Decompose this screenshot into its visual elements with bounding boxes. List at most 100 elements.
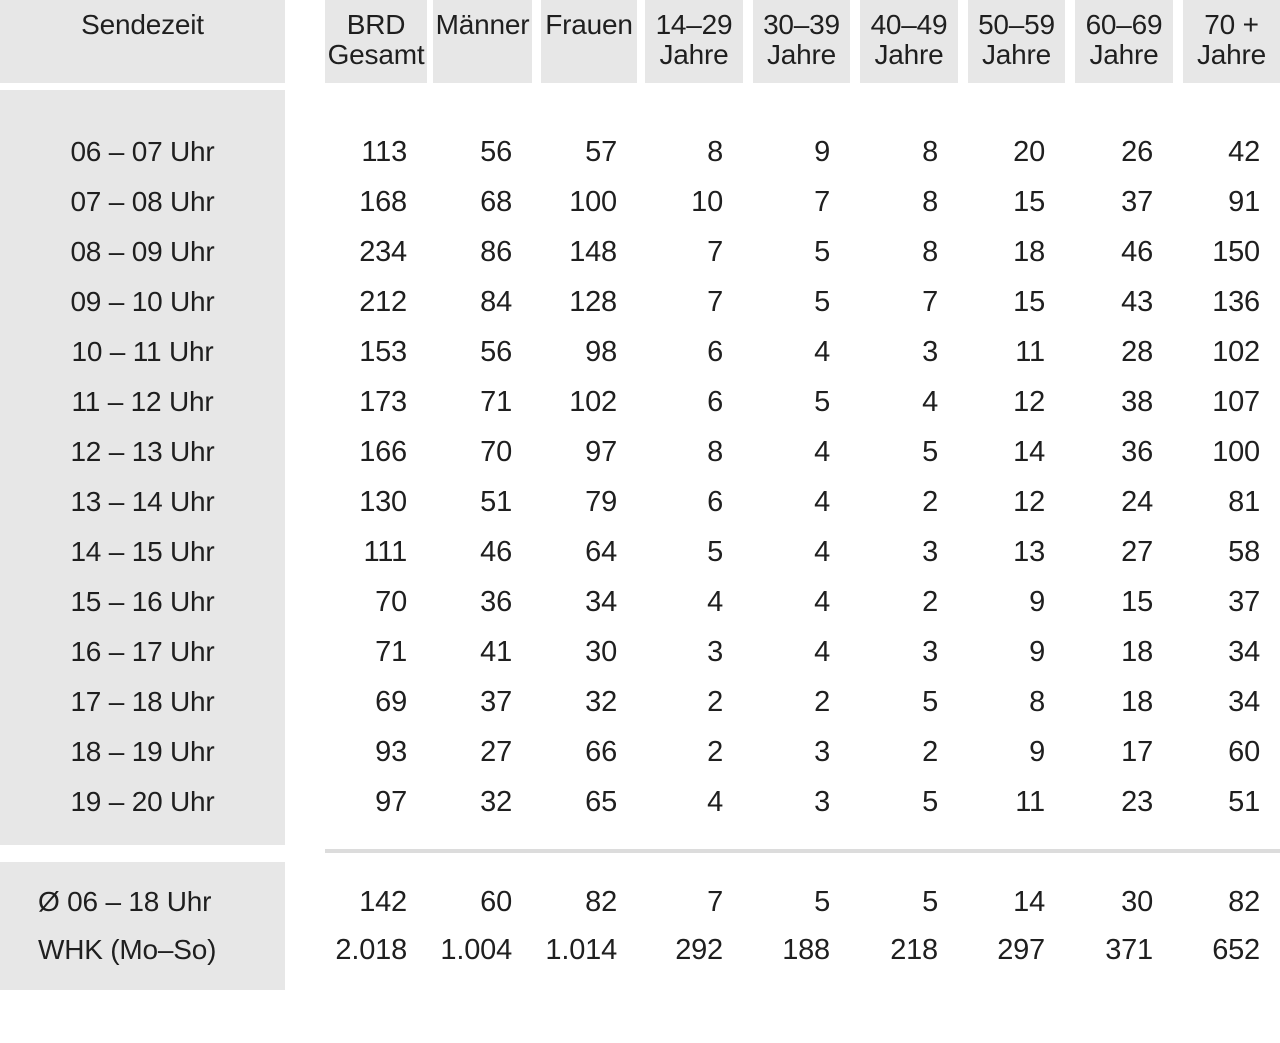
cell-value: 98 [585,335,617,368]
cell-value: 5 [814,285,830,318]
column-header-line1: 70 + [1204,9,1259,40]
cell-value: 64 [585,535,617,568]
cell-value: 7 [707,885,723,918]
cell-value: 12 [1013,485,1045,518]
row-label-band [0,90,285,845]
cell-value: 37 [1121,185,1153,218]
cell-value: 51 [1228,785,1260,818]
cell-value: 212 [359,285,407,318]
cell-value: 2 [922,585,938,618]
column-header-line1: BRD [346,9,406,40]
cell-value: 5 [814,385,830,418]
cell-value: 14 [1013,435,1045,468]
cell-value: 128 [569,285,617,318]
column-header-line2: Jahre [1196,39,1267,70]
cell-value: 43 [1121,285,1153,318]
cell-value: 57 [585,135,617,168]
cell-value: 4 [814,435,830,468]
row-label: 16 – 17 Uhr [70,636,215,667]
cell-value: 218 [890,933,938,966]
cell-value: 3 [707,635,723,668]
cell-value: 8 [707,135,723,168]
cell-value: 34 [585,585,617,618]
column-header-line1: 60–69 [1085,9,1163,40]
row-label: WHK (Mo–So) [38,934,217,965]
row-label: 08 – 09 Uhr [70,236,215,267]
cell-value: 70 [480,435,512,468]
cell-value: 150 [1212,235,1260,268]
cell-value: 32 [480,785,512,818]
column-header-line1: Frauen [545,9,633,40]
cell-value: 15 [1013,285,1045,318]
cell-value: 7 [814,185,830,218]
cell-value: 102 [569,385,617,418]
cell-value: 8 [707,435,723,468]
column-header-line2: Jahre [981,39,1052,70]
table-row: WHK (Mo–So) 2.018 1.004 1.014 292 188 218 297 3… [0,926,1280,974]
cell-value: 18 [1121,635,1153,668]
column-header-line2: Jahre [1089,39,1159,70]
table-row: 07 – 08 Uhr 168 68 100 10 7 8 15 37 91 [0,177,1280,227]
row-label: 06 – 07 Uhr [70,136,215,167]
cell-value: 14 [1013,885,1045,918]
cell-value: 3 [814,735,830,768]
cell-value: 38 [1121,385,1153,418]
table-row: 06 – 07 Uhr 113 56 57 8 9 8 20 26 42 [0,127,1280,177]
cell-value: 1.004 [440,933,512,966]
table-row: 13 – 14 Uhr 130 51 79 6 4 2 12 24 81 [0,477,1280,527]
cell-value: 2 [707,735,723,768]
cell-value: 42 [1228,135,1260,168]
cell-value: 18 [1121,685,1153,718]
cell-value: 5 [922,435,938,468]
table-row: 18 – 19 Uhr 93 27 66 2 3 2 9 17 60 [0,727,1280,777]
cell-value: 32 [585,685,617,718]
cell-value: 6 [707,385,723,418]
cell-value: 7 [707,235,723,268]
cell-value: 7 [922,285,938,318]
table-row: 09 – 10 Uhr 212 84 128 7 5 7 15 43 136 [0,277,1280,327]
cell-value: 5 [922,685,938,718]
cell-value: 56 [480,135,512,168]
cell-value: 69 [375,685,407,718]
cell-value: 28 [1121,335,1153,368]
cell-value: 100 [1212,435,1260,468]
cell-value: 18 [1013,235,1045,268]
cell-value: 4 [707,585,723,618]
cell-value: 10 [691,185,723,218]
cell-value: 107 [1212,385,1260,418]
cell-value: 81 [1228,485,1260,518]
row-header-label: Sendezeit [0,0,285,83]
cell-value: 2.018 [335,933,407,966]
column-header-line1: 50–59 [978,9,1055,40]
cell-value: 36 [1121,435,1153,468]
row-label: 18 – 19 Uhr [70,736,215,767]
cell-value: 70 [375,585,407,618]
cell-value: 7 [707,285,723,318]
table-body: 06 – 07 Uhr 113 56 57 8 9 8 20 26 42 07 – 08 Uhr… [0,127,1280,827]
cell-value: 234 [359,235,407,268]
row-label: Ø 06 – 18 Uhr [38,886,212,917]
cell-value: 41 [480,635,512,668]
table-row: 16 – 17 Uhr 71 41 30 3 4 3 9 18 34 [0,627,1280,677]
cell-value: 27 [1121,535,1153,568]
column-header-line1: 40–49 [870,9,948,40]
cell-value: 2 [922,735,938,768]
column-header: Frauen [541,0,637,83]
table-summary: Ø 06 – 18 Uhr 142 60 82 7 5 5 14 30 82 WHK (Mo–S… [0,878,1280,974]
cell-value: 153 [359,335,407,368]
table-row: 11 – 12 Uhr 173 71 102 6 5 4 12 38 107 [0,377,1280,427]
cell-value: 4 [814,635,830,668]
column-header: 40–49 Jahre [860,0,958,83]
cell-value: 292 [675,933,723,966]
cell-value: 2 [707,685,723,718]
cell-value: 37 [480,685,512,718]
row-label: 19 – 20 Uhr [70,786,215,817]
column-header: 60–69 Jahre [1075,0,1173,83]
cell-value: 5 [922,785,938,818]
row-label: 13 – 14 Uhr [70,486,215,517]
row-label: 10 – 11 Uhr [71,336,214,367]
cell-value: 11 [1015,785,1045,818]
cell-value: 15 [1121,585,1153,618]
cell-value: 23 [1121,785,1153,818]
cell-value: 3 [922,535,938,568]
